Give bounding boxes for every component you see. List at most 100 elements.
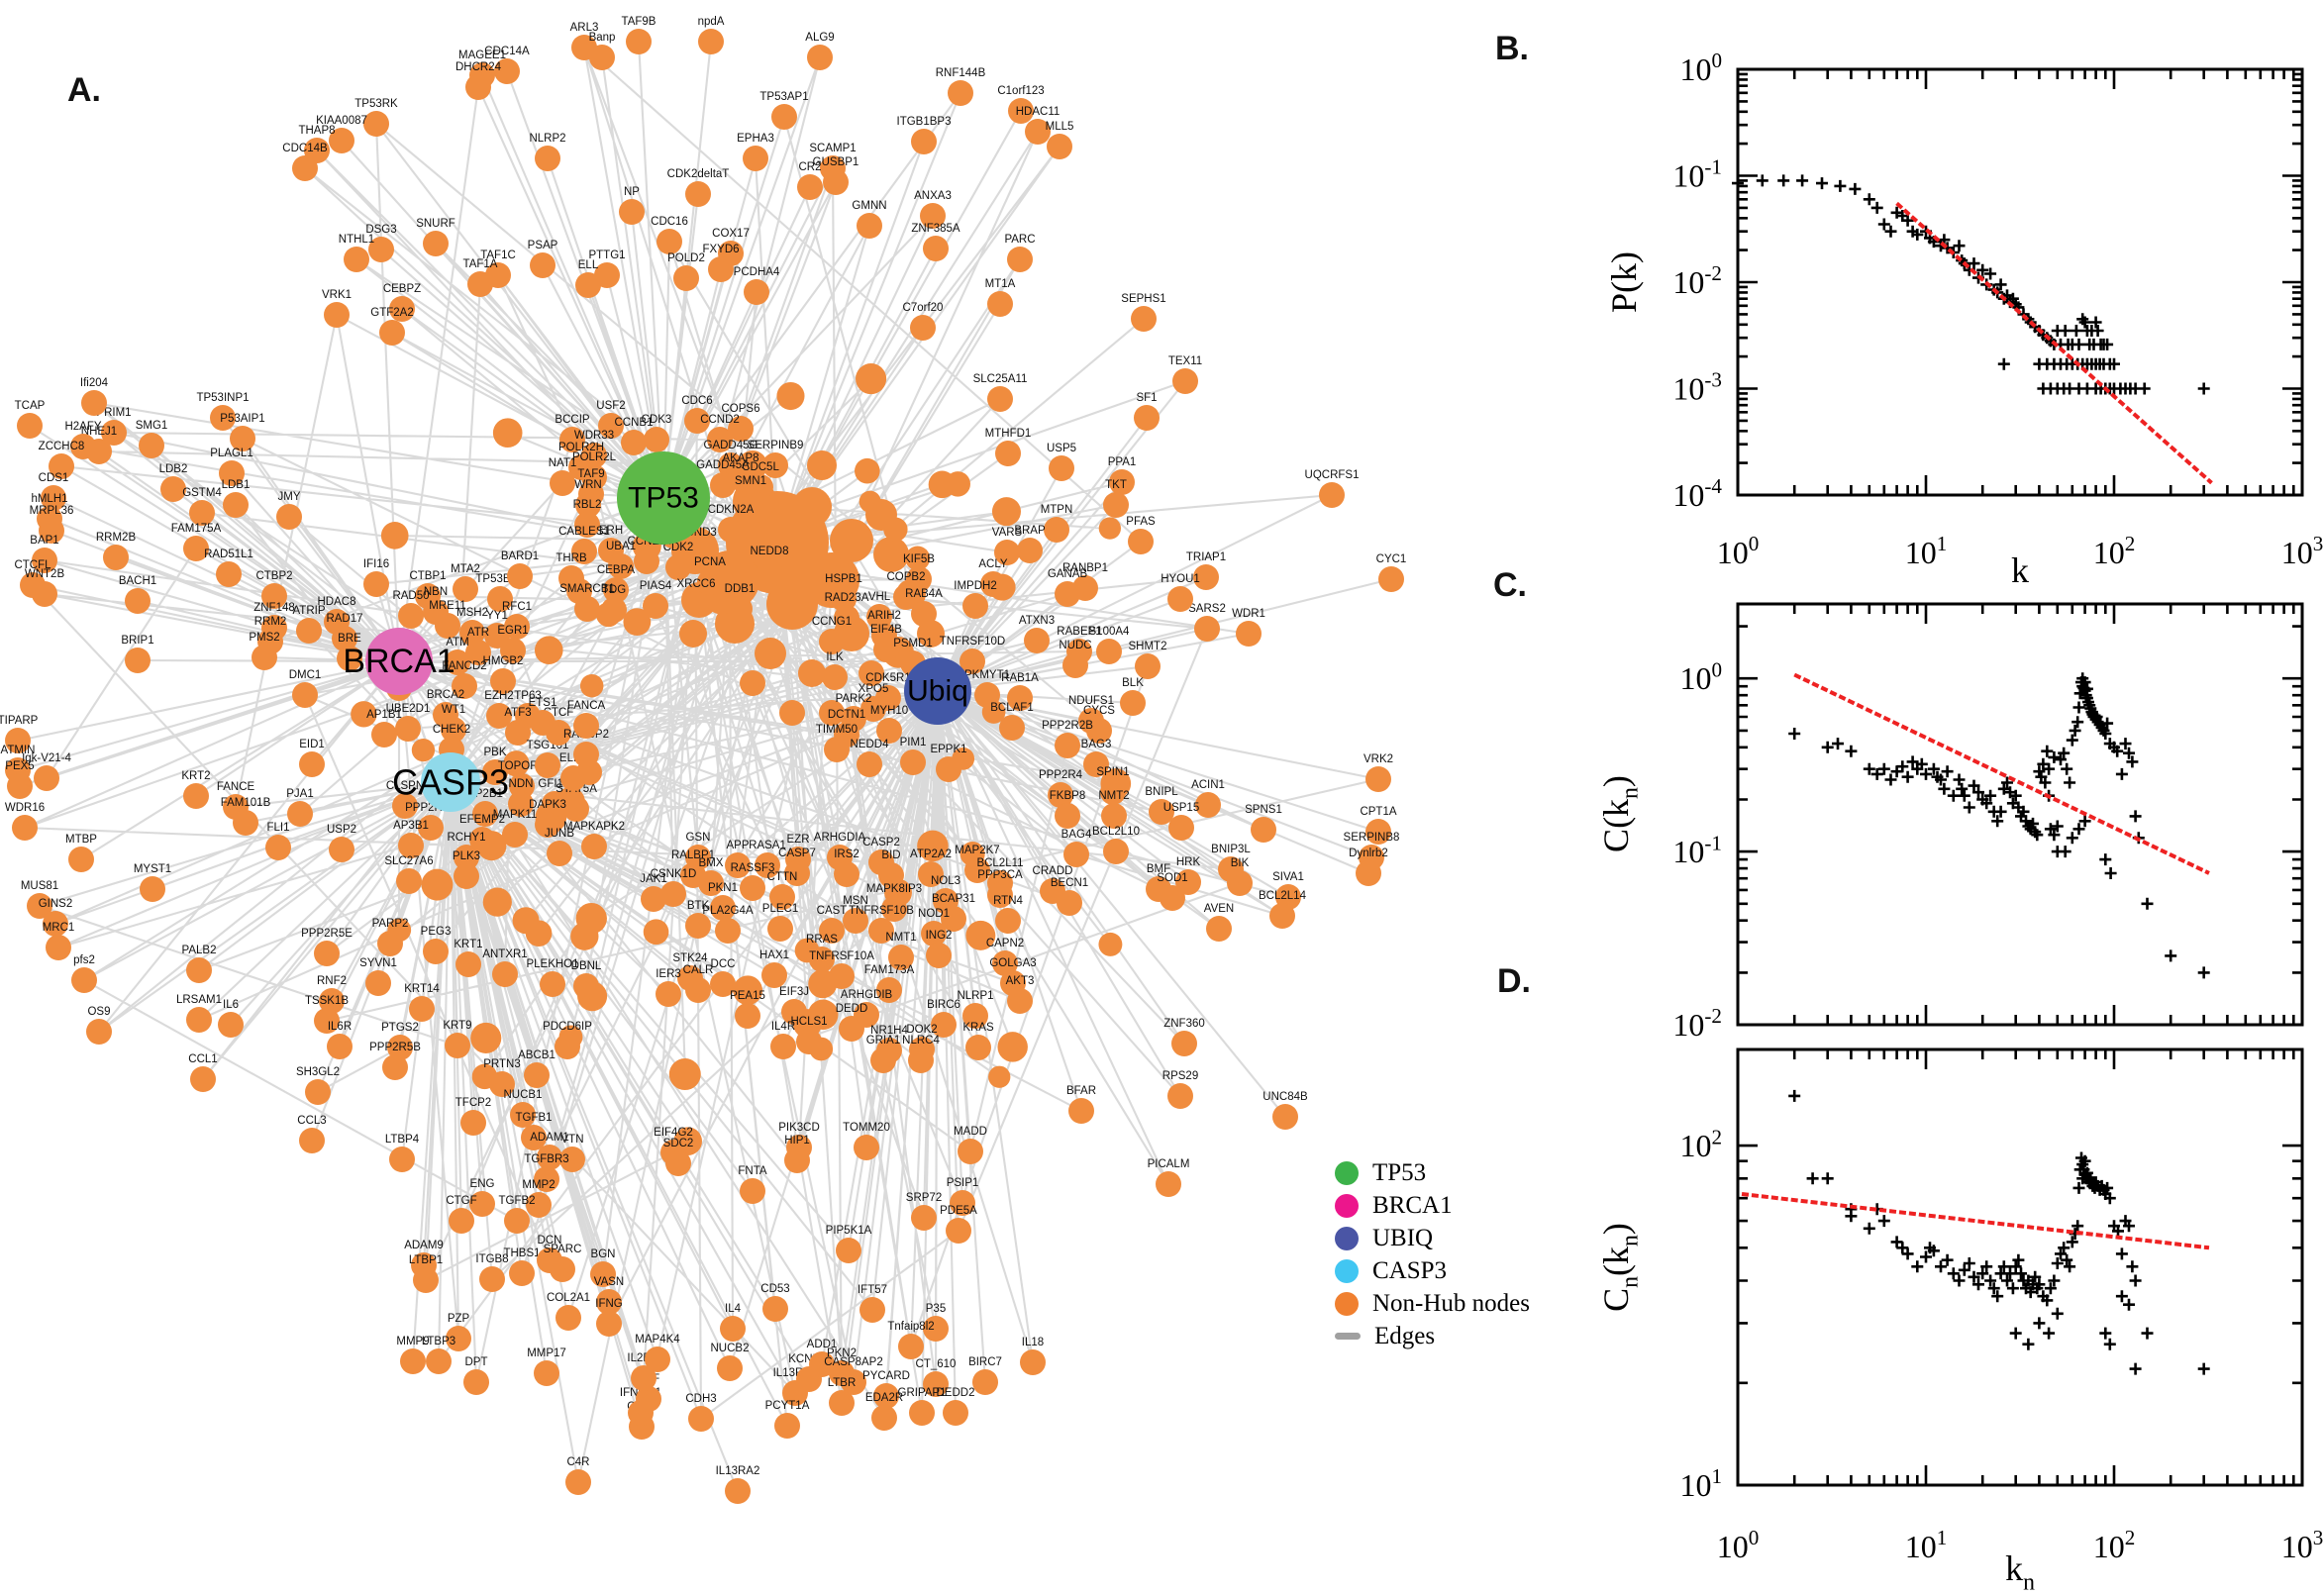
- axis-label: 101: [1905, 1526, 1948, 1564]
- network-node: [327, 1034, 353, 1059]
- network-node: [329, 837, 354, 862]
- legend-label-ubiq: UBIQ: [1372, 1224, 1434, 1251]
- network-node-label: PARK2: [836, 693, 872, 705]
- network-node-label: Ifi204: [80, 377, 109, 389]
- network-node-label: BECN1: [1051, 877, 1088, 889]
- network-node: [888, 945, 914, 970]
- network-node-label: ITGB1BP3: [897, 116, 952, 128]
- network-node: [463, 1369, 489, 1395]
- network-node-label: GADD45G: [704, 440, 758, 451]
- network-node: [1007, 988, 1033, 1014]
- axis-label: 102: [2093, 1526, 2136, 1564]
- hub-node-casp3: [421, 752, 480, 812]
- network-node-label: ATF3: [504, 707, 531, 719]
- network-node: [486, 703, 512, 729]
- network-node: [636, 1386, 661, 1412]
- network-node-label: TP53RK: [354, 98, 398, 110]
- network-node: [900, 749, 926, 775]
- network-node-label: LDB1: [222, 479, 251, 491]
- network-node: [1055, 803, 1080, 829]
- network-node: [296, 618, 322, 644]
- network-node-label: COPB2: [887, 571, 926, 583]
- network-node-label: CDK2deltaT: [667, 168, 730, 180]
- network-node-label: ETS1: [529, 697, 557, 709]
- network-node-label: BCAP31: [932, 893, 975, 905]
- network-node-label: RAD50: [392, 590, 429, 602]
- edge-swatch-icon: [1335, 1333, 1361, 1340]
- network-node-label: BID: [881, 849, 900, 861]
- network-node-label: LRSAM1: [176, 994, 222, 1006]
- network-node: [1156, 1171, 1181, 1197]
- network-node-label: AP3B1: [393, 820, 429, 832]
- network-node-label: LTBP4: [385, 1134, 420, 1146]
- network-node: [559, 427, 585, 452]
- network-node-label: DEDD: [836, 1003, 868, 1015]
- network-node: [504, 1208, 530, 1234]
- network-node-label: GADD45A: [696, 459, 750, 471]
- network-node: [829, 1390, 855, 1416]
- network-node: [1007, 247, 1033, 272]
- network-node: [467, 271, 493, 297]
- network-node-label: SF1: [1136, 392, 1157, 404]
- network-node: [829, 963, 855, 989]
- network-node-label: TCAP: [15, 400, 46, 412]
- network-node: [936, 756, 961, 782]
- network-node: [603, 577, 629, 603]
- legend-item-edges: Edges: [1335, 1320, 1530, 1352]
- network-node-label: ARL3: [570, 22, 599, 34]
- network-node-label: GOLGA3: [989, 957, 1036, 969]
- network-node: [125, 588, 151, 614]
- network-node-label: BIRC7: [968, 1356, 1002, 1368]
- network-node-label: IL6: [223, 999, 239, 1011]
- network-node-label: PLAGL1: [210, 448, 252, 459]
- network-node-label: ANTXR1: [482, 948, 527, 960]
- network-node-label: BRIP1: [121, 635, 153, 647]
- network-node: [398, 603, 424, 629]
- network-node: [948, 80, 973, 106]
- network-node: [1134, 405, 1160, 431]
- network-node-label: JAK1: [640, 873, 667, 885]
- network-node: [377, 931, 403, 956]
- network-node: [452, 673, 477, 699]
- network-node: [898, 1334, 924, 1359]
- network-node: [1120, 690, 1146, 716]
- network-node-label: NP: [624, 186, 640, 198]
- network-node-label: DPT: [465, 1356, 488, 1368]
- network-node: [183, 783, 209, 809]
- network-node: [945, 471, 970, 497]
- network-node: [565, 1469, 591, 1495]
- network-node: [446, 1326, 471, 1351]
- network-node: [784, 860, 810, 886]
- network-node: [698, 870, 724, 896]
- network-node-label: IL4R: [771, 1021, 795, 1033]
- network-node: [590, 1261, 616, 1287]
- network-node-label: NUCB2: [711, 1343, 750, 1354]
- axis-ticks: [1736, 604, 2304, 1027]
- network-node: [1057, 890, 1082, 916]
- network-node: [631, 1365, 656, 1391]
- network-node-label: KRT14: [404, 983, 440, 995]
- network-node-label: POLR2L: [572, 451, 617, 463]
- network-node-label: MAGEE1: [458, 50, 506, 61]
- network-node: [379, 320, 405, 346]
- network-node: [186, 1007, 212, 1033]
- network-node: [665, 554, 691, 580]
- network-node: [923, 1371, 949, 1397]
- network-node-label: NDUFS1: [1068, 695, 1114, 707]
- network-node: [834, 605, 859, 631]
- network-node-label: DEDD2: [937, 1387, 975, 1399]
- network-node-label: FAM173A: [864, 964, 915, 976]
- network-node-label: VRK2: [1364, 753, 1393, 765]
- network-node-label: RAB1A: [1001, 672, 1039, 684]
- network-node: [905, 546, 931, 571]
- network-node-label: C7orf20: [903, 302, 944, 314]
- network-node: [987, 386, 1013, 412]
- network-node: [1049, 455, 1074, 481]
- network-node: [909, 1400, 935, 1426]
- network-node-label: TAF9: [577, 468, 604, 480]
- network-node: [834, 861, 859, 887]
- network-node: [575, 492, 601, 518]
- network-node-label: PEG3: [421, 926, 452, 938]
- network-node: [233, 810, 258, 836]
- network-node-label: YY1: [486, 610, 508, 622]
